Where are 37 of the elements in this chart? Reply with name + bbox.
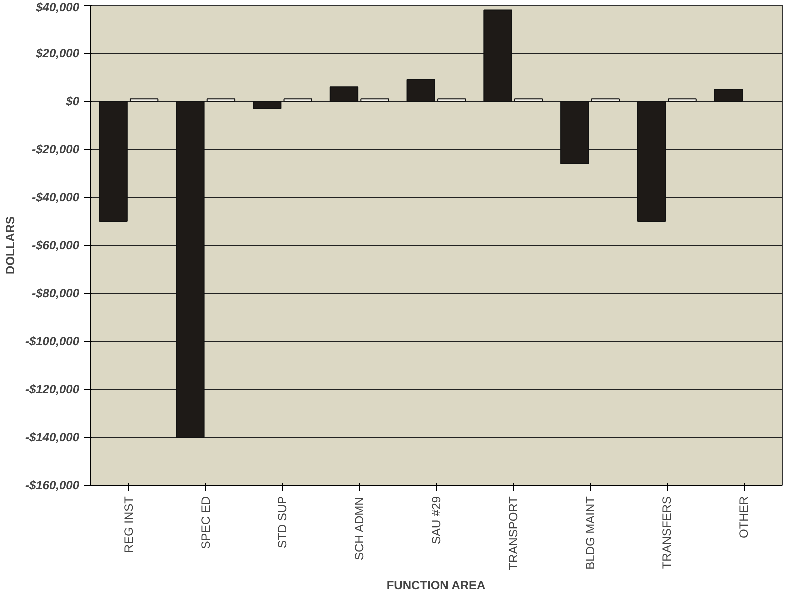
x-tick-label: TRANSFERS xyxy=(660,496,674,570)
y-tick-label: -$160,000 xyxy=(25,478,80,492)
y-tick-label: -$20,000 xyxy=(32,142,80,156)
bar xyxy=(253,101,282,110)
bar xyxy=(206,98,236,102)
bar xyxy=(668,98,697,102)
x-axis-title: FUNCTION AREA xyxy=(386,578,486,592)
y-tick-label: -$60,000 xyxy=(32,238,80,252)
x-tick-label: REG INST xyxy=(122,496,136,554)
bar xyxy=(360,98,390,102)
bar xyxy=(714,89,744,102)
x-tick-label: OTHER xyxy=(737,496,752,538)
x-tick-label: SAU #29 xyxy=(430,496,444,545)
x-tick-label: STD SUP xyxy=(276,496,290,549)
bar xyxy=(514,98,544,102)
y-tick-label: $0 xyxy=(65,94,80,108)
y-tick-label: -$100,000 xyxy=(25,334,80,348)
bar xyxy=(438,98,466,102)
y-tick-label: -$120,000 xyxy=(25,382,80,396)
bar xyxy=(560,101,590,164)
y-tick-label: -$140,000 xyxy=(25,430,80,444)
bar xyxy=(406,79,436,102)
x-tick-label: TRANSPORT xyxy=(506,496,520,570)
y-tick-label: $40,000 xyxy=(35,0,80,14)
bar xyxy=(130,98,159,102)
y-axis-title: DOLLARS xyxy=(3,216,18,274)
x-tick-label: BLDG MAINT xyxy=(583,496,598,570)
bar xyxy=(284,98,312,102)
bar xyxy=(330,86,359,102)
bar xyxy=(591,98,620,102)
y-tick-label: $20,000 xyxy=(35,46,80,60)
bar xyxy=(637,101,666,222)
bar xyxy=(99,101,128,222)
y-tick-label: -$40,000 xyxy=(32,190,80,204)
x-tick-label: SCH ADMN xyxy=(352,497,367,560)
x-tick-label: SPEC ED xyxy=(198,496,213,550)
y-tick-label: -$80,000 xyxy=(32,286,80,300)
